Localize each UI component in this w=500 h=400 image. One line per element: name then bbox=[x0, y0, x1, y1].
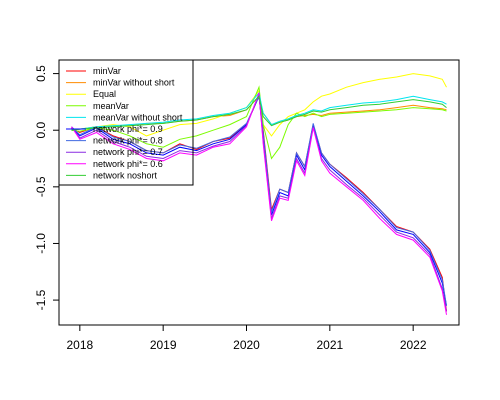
series-line-5 bbox=[71, 94, 447, 306]
series-line-4 bbox=[71, 91, 447, 131]
plot-frame bbox=[58, 59, 460, 326]
series-line-6 bbox=[71, 94, 447, 306]
y-tick-label: 0.5 bbox=[34, 65, 48, 82]
series-layer bbox=[71, 73, 447, 315]
x-tick-label: 2020 bbox=[233, 338, 260, 352]
legend-label-0: minVar bbox=[93, 66, 121, 76]
y-tick-label: 0.0 bbox=[34, 122, 48, 139]
x-tick-label: 2018 bbox=[66, 338, 93, 352]
legend-label-2: Equal bbox=[93, 89, 116, 99]
legend-label-1: minVar without short bbox=[93, 78, 175, 88]
y-tick-label: -1.5 bbox=[34, 289, 48, 310]
legend-label-3: meanVar bbox=[93, 101, 129, 111]
legend-label-9: network noshort bbox=[93, 170, 158, 180]
legend-label-5: network phi*= 0.9 bbox=[93, 124, 163, 134]
legend-label-6: network phi*= 0.8 bbox=[93, 136, 163, 146]
series-line-2 bbox=[71, 73, 447, 137]
legend-label-4: meanVar without short bbox=[93, 112, 183, 122]
series-line-9 bbox=[71, 95, 447, 131]
y-tick-label: -1.0 bbox=[34, 233, 48, 254]
x-tick-label: 2022 bbox=[400, 338, 427, 352]
series-line-8 bbox=[71, 92, 447, 315]
legend-box bbox=[58, 59, 194, 186]
axis-layer: 2018 2019 2020 2021 2022 0.5 0.0 -0.5 -1.0 -1.5 bbox=[34, 65, 427, 352]
y-tick-label: -0.5 bbox=[34, 176, 48, 197]
legend-label-7: network phi*= 0.7 bbox=[93, 147, 163, 157]
series-line-7 bbox=[71, 93, 447, 312]
x-tick-label: 2019 bbox=[150, 338, 177, 352]
series-line-3 bbox=[71, 85, 447, 160]
x-tick-label: 2021 bbox=[316, 338, 343, 352]
legend-label-8: network phi*= 0.6 bbox=[93, 159, 163, 169]
